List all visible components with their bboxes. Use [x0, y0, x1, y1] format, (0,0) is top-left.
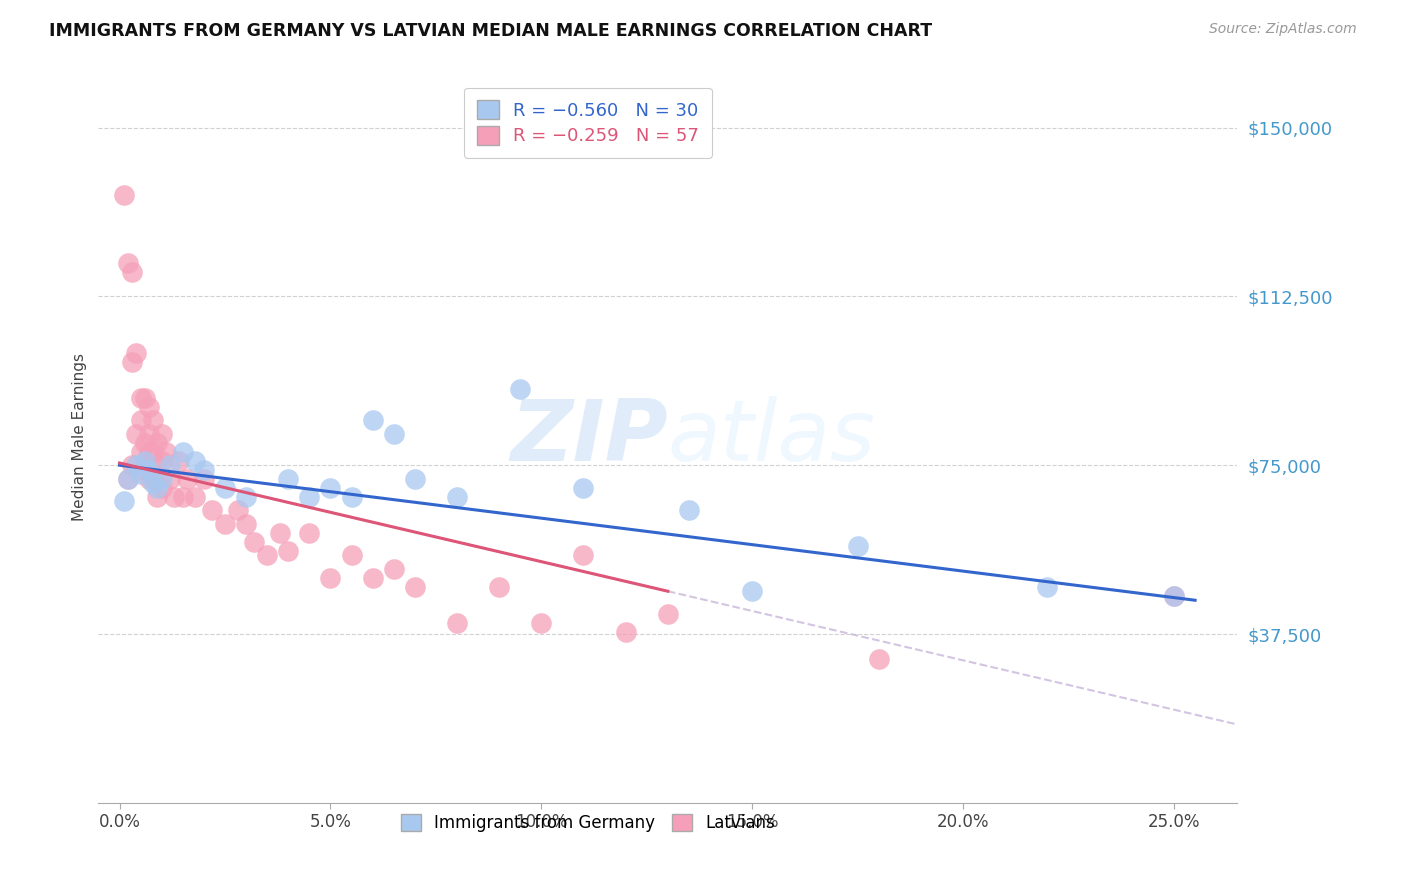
Legend: Immigrants from Germany, Latvians: Immigrants from Germany, Latvians: [391, 804, 785, 842]
Point: [150, 426, 173, 441]
Point: [142, 472, 165, 486]
Point: [146, 458, 169, 473]
Point: [121, 458, 143, 473]
Point: [298, 525, 321, 540]
Point: [138, 426, 160, 441]
Point: [184, 453, 207, 467]
Point: [112, 188, 135, 202]
Point: [382, 562, 405, 576]
Point: [269, 525, 291, 540]
Point: [214, 481, 236, 495]
Point: [298, 490, 321, 504]
Point: [146, 435, 169, 450]
Point: [172, 490, 194, 504]
Point: [159, 458, 181, 473]
Point: [572, 548, 595, 562]
Point: [488, 580, 510, 594]
Point: [509, 382, 531, 396]
Point: [150, 481, 173, 495]
Text: Source: ZipAtlas.com: Source: ZipAtlas.com: [1209, 22, 1357, 37]
Text: atlas: atlas: [668, 395, 876, 479]
Point: [243, 534, 266, 549]
Point: [159, 472, 181, 486]
Point: [172, 444, 194, 458]
Point: [404, 580, 426, 594]
Point: [121, 265, 143, 279]
Y-axis label: Median Male Earnings: Median Male Earnings: [72, 353, 87, 521]
Point: [125, 345, 148, 359]
Point: [138, 400, 160, 414]
Point: [319, 481, 342, 495]
Point: [319, 571, 342, 585]
Point: [117, 472, 139, 486]
Point: [235, 490, 257, 504]
Text: IMMIGRANTS FROM GERMANY VS LATVIAN MEDIAN MALE EARNINGS CORRELATION CHART: IMMIGRANTS FROM GERMANY VS LATVIAN MEDIA…: [49, 22, 932, 40]
Point: [142, 476, 165, 491]
Point: [361, 413, 384, 427]
Point: [125, 458, 148, 473]
Point: [155, 444, 177, 458]
Point: [134, 435, 156, 450]
Point: [134, 453, 156, 467]
Point: [150, 453, 173, 467]
Point: [868, 652, 890, 666]
Point: [146, 481, 169, 495]
Point: [201, 503, 224, 517]
Point: [193, 463, 215, 477]
Point: [184, 490, 207, 504]
Point: [117, 255, 139, 269]
Point: [572, 481, 595, 495]
Point: [256, 548, 278, 562]
Point: [1163, 589, 1185, 603]
Point: [1163, 589, 1185, 603]
Point: [134, 391, 156, 405]
Point: [382, 426, 405, 441]
Point: [446, 615, 468, 630]
Point: [142, 444, 165, 458]
Point: [129, 391, 152, 405]
Point: [167, 453, 190, 467]
Point: [138, 472, 160, 486]
Point: [117, 472, 139, 486]
Point: [138, 444, 160, 458]
Point: [193, 472, 215, 486]
Point: [150, 472, 173, 486]
Point: [214, 516, 236, 531]
Point: [129, 413, 152, 427]
Point: [361, 571, 384, 585]
Text: ZIP: ZIP: [510, 395, 668, 479]
Point: [277, 543, 299, 558]
Point: [176, 472, 198, 486]
Point: [340, 548, 363, 562]
Point: [1036, 580, 1059, 594]
Point: [112, 494, 135, 508]
Point: [741, 584, 763, 599]
Point: [678, 503, 700, 517]
Point: [163, 490, 186, 504]
Point: [657, 607, 679, 621]
Point: [226, 503, 249, 517]
Point: [129, 467, 152, 482]
Point: [129, 444, 152, 458]
Point: [138, 463, 160, 477]
Point: [121, 354, 143, 368]
Point: [235, 516, 257, 531]
Point: [146, 490, 169, 504]
Point: [134, 463, 156, 477]
Point: [446, 490, 468, 504]
Point: [614, 624, 637, 639]
Point: [277, 472, 299, 486]
Point: [404, 472, 426, 486]
Point: [530, 615, 553, 630]
Point: [142, 413, 165, 427]
Point: [340, 490, 363, 504]
Point: [846, 539, 869, 553]
Point: [125, 426, 148, 441]
